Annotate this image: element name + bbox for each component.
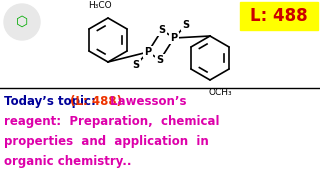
Text: OCH₃: OCH₃ bbox=[208, 88, 232, 97]
Text: organic chemistry..: organic chemistry.. bbox=[4, 155, 132, 168]
Text: ⬡: ⬡ bbox=[16, 15, 28, 29]
FancyBboxPatch shape bbox=[240, 2, 318, 30]
Text: S: S bbox=[182, 20, 189, 30]
Text: H₃CO: H₃CO bbox=[88, 1, 112, 10]
Text: Lawesson’s: Lawesson’s bbox=[106, 95, 186, 108]
Circle shape bbox=[4, 4, 40, 40]
Text: Today’s topic:: Today’s topic: bbox=[4, 95, 100, 108]
Text: S: S bbox=[132, 60, 140, 70]
Text: P: P bbox=[171, 33, 178, 43]
Text: L: 488: L: 488 bbox=[250, 7, 308, 25]
Text: P: P bbox=[144, 47, 152, 57]
Text: S: S bbox=[158, 25, 165, 35]
Text: S: S bbox=[156, 55, 164, 65]
Text: properties  and  application  in: properties and application in bbox=[4, 135, 209, 148]
Text: reagent:  Preparation,  chemical: reagent: Preparation, chemical bbox=[4, 115, 220, 128]
Text: (L: 488): (L: 488) bbox=[70, 95, 122, 108]
